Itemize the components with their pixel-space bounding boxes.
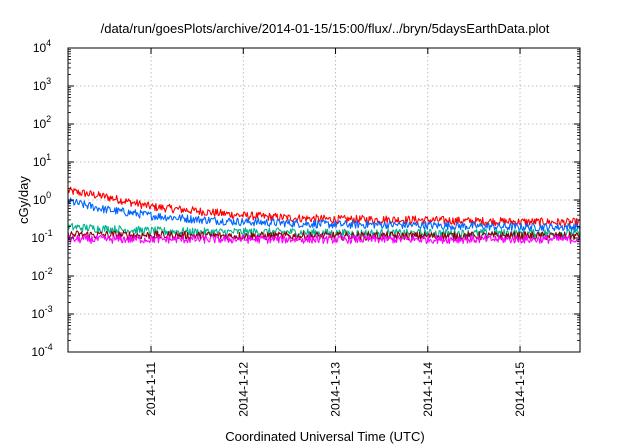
axes: 10-4 10-3 10-2 10-1 100 101 102 103 104 2014-1-11… xyxy=(31,38,581,417)
series-line xyxy=(67,186,581,228)
series-line xyxy=(67,234,581,245)
x-axis-label: Coordinated Universal Time (UTC) xyxy=(225,429,424,444)
x-tick-label: 2014-1-11 xyxy=(144,362,158,416)
y-tick-label: 10-3 xyxy=(31,304,52,321)
y-tick-label: 10-4 xyxy=(31,342,52,359)
y-tick-label: 10-2 xyxy=(31,266,52,283)
y-tick-label: 100 xyxy=(33,190,51,207)
y-axis-label: cGy/day xyxy=(16,176,31,224)
series-line xyxy=(67,197,581,232)
y-tick-label: 103 xyxy=(33,76,51,93)
y-tick-label: 10-1 xyxy=(31,228,52,245)
x-tick-label: 2014-1-14 xyxy=(421,362,435,417)
chart-title: /data/run/goesPlots/archive/2014-01-15/1… xyxy=(101,21,550,36)
grid-lines xyxy=(68,48,580,352)
x-tick-label: 2014-1-12 xyxy=(236,362,250,417)
y-tick-label: 104 xyxy=(33,38,51,55)
x-tick-label: 2014-1-13 xyxy=(329,362,343,417)
y-tick-label: 101 xyxy=(33,152,51,169)
series-layer xyxy=(67,186,581,245)
plot-frame xyxy=(67,47,581,353)
series-line xyxy=(67,230,581,241)
y-tick-label: 102 xyxy=(33,114,51,131)
x-tick-label: 2014-1-15 xyxy=(513,362,527,417)
